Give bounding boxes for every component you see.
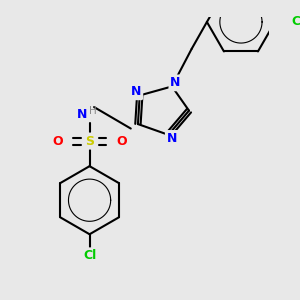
Text: N: N [167,132,177,145]
Text: N: N [131,85,141,98]
Text: N: N [77,108,88,121]
Text: O: O [52,135,63,148]
Text: Cl: Cl [83,249,96,262]
Text: Cl: Cl [292,16,300,28]
Text: H: H [89,106,97,116]
Text: O: O [116,135,127,148]
Text: S: S [85,135,94,148]
Text: N: N [170,76,181,89]
